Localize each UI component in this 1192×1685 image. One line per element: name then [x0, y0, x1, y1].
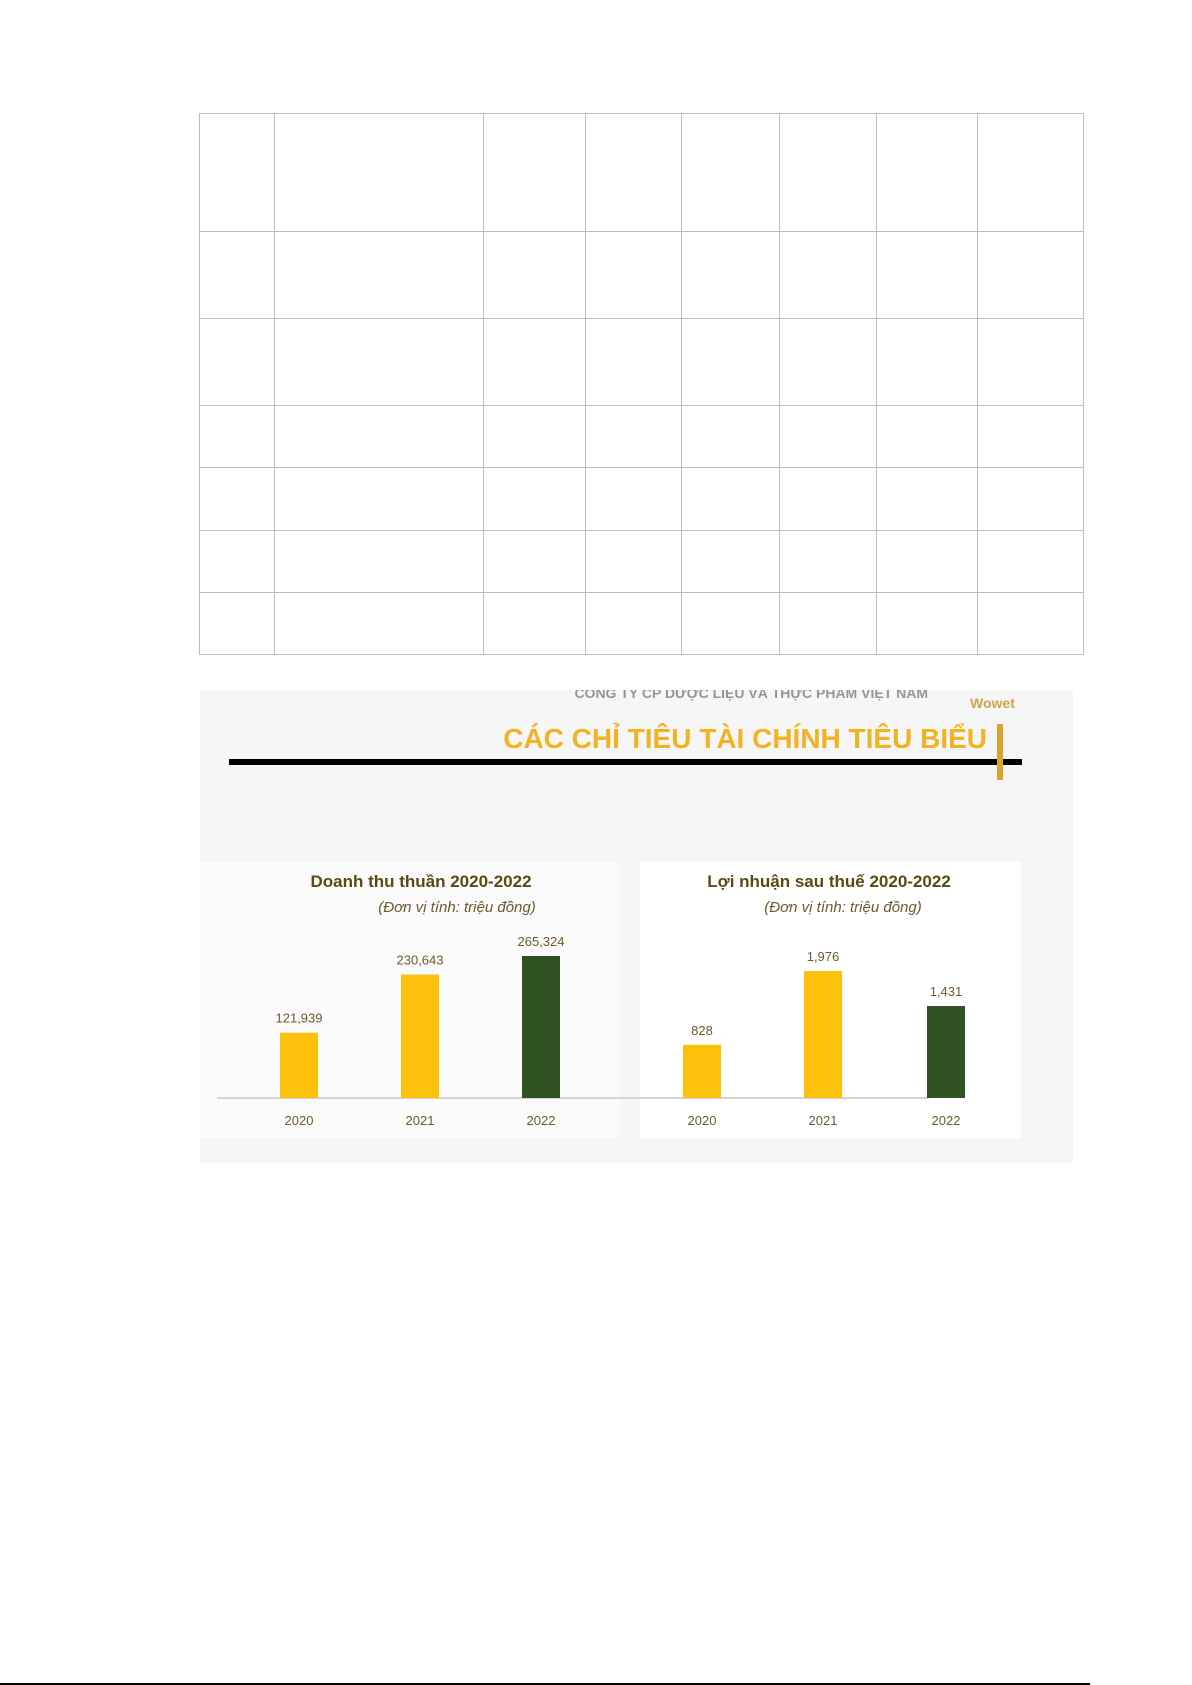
- bar-2022: [522, 956, 560, 1098]
- table-cell: [483, 231, 586, 319]
- figure-canvas: CÔNG TY CP DƯỢC LIỆU VÀ THỰC PHẨM VIỆT N…: [200, 684, 1022, 1138]
- table-cell: [483, 318, 586, 406]
- page-footer-rule: [0, 1683, 1090, 1685]
- category-label: 2022: [527, 1113, 556, 1128]
- table-row: [199, 467, 1084, 531]
- logo-text: Wowet: [970, 695, 1015, 711]
- data-label: 1,976: [807, 949, 840, 964]
- table-cell: [876, 318, 978, 406]
- table-cell: [199, 405, 275, 468]
- category-label: 2020: [285, 1113, 314, 1128]
- table-cell: [585, 405, 682, 468]
- category-label: 2021: [406, 1113, 435, 1128]
- data-label: 121,939: [276, 1011, 323, 1026]
- table-cell: [199, 530, 275, 593]
- table-cell: [876, 592, 978, 655]
- heading-accent-bar: [997, 724, 1003, 780]
- table-cell: [585, 231, 682, 319]
- table-cell: [274, 113, 484, 232]
- table-cell: [876, 113, 978, 232]
- financial-indicators-figure: CÔNG TY CP DƯỢC LIỆU VÀ THỰC PHẨM VIỆT N…: [200, 684, 1073, 1163]
- empty-table: [199, 113, 1084, 655]
- table-cell: [977, 113, 1084, 232]
- table-cell: [779, 592, 877, 655]
- table-cell: [483, 530, 586, 593]
- table-cell: [977, 318, 1084, 406]
- table-cell: [779, 467, 877, 531]
- table-cell: [876, 405, 978, 468]
- chart-title: Lợi nhuận sau thuế 2020-2022: [707, 872, 951, 891]
- figure-heading: CÁC CHỈ TIÊU TÀI CHÍNH TIÊU BIỂU: [503, 722, 987, 754]
- table-cell: [977, 405, 1084, 468]
- table-cell: [585, 592, 682, 655]
- table-cell: [977, 592, 1084, 655]
- table-cell: [977, 231, 1084, 319]
- table-cell: [681, 405, 780, 468]
- table-row: [199, 405, 1084, 468]
- table-row: [199, 592, 1084, 655]
- chart-subtitle: (Đơn vị tính: triệu đồng): [378, 899, 535, 916]
- table-cell: [199, 318, 275, 406]
- table-cell: [876, 530, 978, 593]
- data-label: 828: [691, 1023, 713, 1038]
- category-label: 2021: [809, 1113, 838, 1128]
- table-cell: [779, 113, 877, 232]
- table-row: [199, 231, 1084, 319]
- chart-subtitle: (Đơn vị tính: triệu đồng): [764, 899, 921, 916]
- bar-2020: [683, 1044, 721, 1098]
- bar-2022: [927, 1006, 965, 1098]
- table-cell: [977, 530, 1084, 593]
- chart-title: Doanh thu thuần 2020-2022: [310, 872, 531, 891]
- table-cell: [681, 530, 780, 593]
- table-cell: [483, 592, 586, 655]
- table-cell: [483, 113, 586, 232]
- table-cell: [681, 318, 780, 406]
- table-cell: [681, 113, 780, 232]
- table-cell: [274, 467, 484, 531]
- table-cell: [585, 318, 682, 406]
- table-cell: [681, 592, 780, 655]
- data-label: 265,324: [518, 934, 565, 949]
- table-cell: [876, 467, 978, 531]
- table-cell: [779, 405, 877, 468]
- table-cell: [274, 405, 484, 468]
- table-cell: [274, 592, 484, 655]
- table-row: [199, 113, 1084, 232]
- table-cell: [199, 592, 275, 655]
- table-cell: [274, 530, 484, 593]
- table-cell: [779, 231, 877, 319]
- table-cell: [977, 467, 1084, 531]
- category-label: 2022: [932, 1113, 961, 1128]
- category-label: 2020: [688, 1113, 717, 1128]
- table-cell: [274, 231, 484, 319]
- company-line: CÔNG TY CP DƯỢC LIỆU VÀ THỰC PHẨM VIỆT N…: [574, 690, 928, 701]
- bar-2021: [804, 971, 842, 1098]
- data-label: 230,643: [397, 953, 444, 968]
- table-cell: [483, 405, 586, 468]
- table-row: [199, 530, 1084, 593]
- table-cell: [585, 467, 682, 531]
- table-cell: [585, 113, 682, 232]
- table-cell: [681, 467, 780, 531]
- table-row: [199, 318, 1084, 406]
- table-cell: [681, 231, 780, 319]
- data-label: 1,431: [930, 984, 963, 999]
- heading-rule: [229, 759, 1022, 765]
- table-cell: [274, 318, 484, 406]
- table-cell: [199, 231, 275, 319]
- table-cell: [483, 467, 586, 531]
- table-cell: [199, 113, 275, 232]
- table-cell: [199, 467, 275, 531]
- table-cell: [779, 530, 877, 593]
- table-cell: [779, 318, 877, 406]
- table-cell: [876, 231, 978, 319]
- bar-2021: [401, 974, 439, 1098]
- table-cell: [585, 530, 682, 593]
- bar-2020: [280, 1032, 318, 1098]
